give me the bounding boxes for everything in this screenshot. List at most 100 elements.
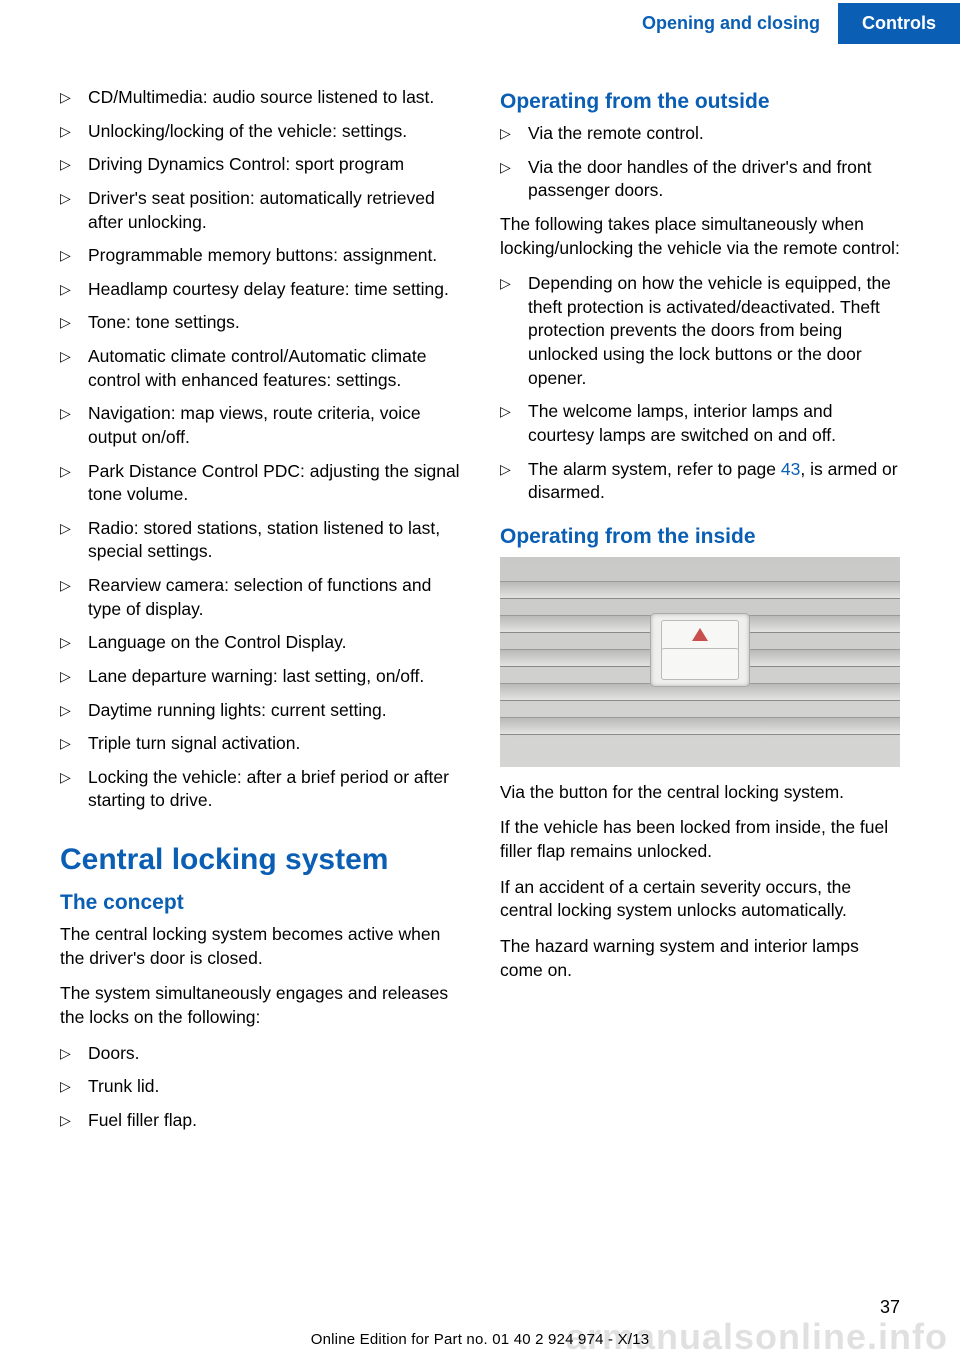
list-text: Language on the Control Display. bbox=[88, 631, 460, 655]
bullet-icon bbox=[500, 272, 528, 294]
list-item: Rearview camera: selection of functions … bbox=[60, 574, 460, 621]
list-item: Headlamp courtesy delay feature: time se… bbox=[60, 278, 460, 302]
list-text: Park Distance Control PDC: adjusting the… bbox=[88, 460, 460, 507]
list-item: Unlocking/locking of the vehicle: settin… bbox=[60, 120, 460, 144]
list-item: The welcome lamps, interior lamps and co… bbox=[500, 400, 900, 447]
list-text: Triple turn signal activation. bbox=[88, 732, 460, 756]
list-text: The alarm system, refer to page 43, is a… bbox=[528, 458, 900, 505]
list-item: Doors. bbox=[60, 1042, 460, 1066]
header-section: Controls bbox=[838, 3, 960, 44]
list-item: Programmable memory buttons: assignment. bbox=[60, 244, 460, 268]
sub-heading: Operating from the inside bbox=[500, 525, 900, 549]
list-text: Via the remote control. bbox=[528, 122, 900, 146]
list-item: Via the remote control. bbox=[500, 122, 900, 146]
bullet-icon bbox=[60, 345, 88, 367]
list-text: Locking the vehicle: after a brief perio… bbox=[88, 766, 460, 813]
bullet-icon bbox=[60, 187, 88, 209]
list-item: Tone: tone settings. bbox=[60, 311, 460, 335]
bullet-icon bbox=[60, 86, 88, 108]
text-span: The alarm system, refer to page bbox=[528, 459, 781, 479]
body-text: If an accident of a certain severity occ… bbox=[500, 876, 900, 923]
list-item: Radio: stored stations, station listened… bbox=[60, 517, 460, 564]
outside-list: Via the remote control. Via the door han… bbox=[500, 122, 900, 203]
list-text: Automatic climate control/Automatic clim… bbox=[88, 345, 460, 392]
bullet-icon bbox=[60, 278, 88, 300]
footer-text: Online Edition for Part no. 01 40 2 924 … bbox=[0, 1331, 960, 1348]
body-text: Via the button for the central locking s… bbox=[500, 781, 900, 805]
bullet-icon bbox=[60, 699, 88, 721]
page-header: Opening and closing Controls bbox=[0, 0, 960, 46]
list-text: Headlamp courtesy delay feature: time se… bbox=[88, 278, 460, 302]
right-column: Operating from the outside Via the remot… bbox=[500, 86, 900, 1142]
list-item: The alarm system, refer to page 43, is a… bbox=[500, 458, 900, 505]
list-text: CD/Multimedia: audio source listened to … bbox=[88, 86, 460, 110]
central-lock-button-figure bbox=[500, 557, 900, 767]
left-column: CD/Multimedia: audio source listened to … bbox=[60, 86, 460, 1142]
list-item: Lane departure warning: last setting, on… bbox=[60, 665, 460, 689]
bullet-icon bbox=[60, 732, 88, 754]
body-text: The central locking system becomes activ… bbox=[60, 923, 460, 970]
list-item: Locking the vehicle: after a brief perio… bbox=[60, 766, 460, 813]
section-heading: Central locking system bbox=[60, 843, 460, 877]
hazard-icon bbox=[692, 628, 708, 641]
list-item: CD/Multimedia: audio source listened to … bbox=[60, 86, 460, 110]
body-text: The hazard warning system and interior l… bbox=[500, 935, 900, 982]
sub-heading: The concept bbox=[60, 891, 460, 915]
list-text: Radio: stored stations, station listened… bbox=[88, 517, 460, 564]
bullet-icon bbox=[60, 574, 88, 596]
slat-decor bbox=[500, 717, 900, 735]
list-item: Fuel filler flap. bbox=[60, 1109, 460, 1133]
list-item: Automatic climate control/Automatic clim… bbox=[60, 345, 460, 392]
bullet-icon bbox=[60, 1075, 88, 1097]
bullet-icon bbox=[60, 311, 88, 333]
list-text: Fuel filler flap. bbox=[88, 1109, 460, 1133]
page-number: 37 bbox=[880, 1297, 900, 1318]
list-text: Via the door handles of the driver's and… bbox=[528, 156, 900, 203]
list-item: Driver's seat position: automatically re… bbox=[60, 187, 460, 234]
list-text: Depending on how the vehicle is equipped… bbox=[528, 272, 900, 390]
bullet-icon bbox=[500, 156, 528, 178]
body-text: The system simultaneously engages and re… bbox=[60, 982, 460, 1029]
list-text: Driving Dynamics Control: sport program bbox=[88, 153, 460, 177]
list-text: Driver's seat position: automatically re… bbox=[88, 187, 460, 234]
list-item: Triple turn signal activation. bbox=[60, 732, 460, 756]
remote-list: Depending on how the vehicle is equipped… bbox=[500, 272, 900, 505]
list-text: Programmable memory buttons: assignment. bbox=[88, 244, 460, 268]
bullet-icon bbox=[60, 1109, 88, 1131]
bullet-icon bbox=[500, 122, 528, 144]
bullet-icon bbox=[60, 120, 88, 142]
bullet-icon bbox=[500, 458, 528, 480]
sub-heading: Operating from the outside bbox=[500, 90, 900, 114]
list-item: Depending on how the vehicle is equipped… bbox=[500, 272, 900, 390]
list-text: Unlocking/locking of the vehicle: settin… bbox=[88, 120, 460, 144]
list-text: Lane departure warning: last setting, on… bbox=[88, 665, 460, 689]
list-item: Language on the Control Display. bbox=[60, 631, 460, 655]
bullet-icon bbox=[60, 402, 88, 424]
bullet-icon bbox=[60, 665, 88, 687]
bullet-icon bbox=[60, 766, 88, 788]
list-text: Tone: tone settings. bbox=[88, 311, 460, 335]
lock-button-icon bbox=[650, 613, 750, 687]
list-text: Daytime running lights: current setting. bbox=[88, 699, 460, 723]
body-text: The following takes place simultaneously… bbox=[500, 213, 900, 260]
list-text: The welcome lamps, interior lamps and co… bbox=[528, 400, 900, 447]
list-item: Navigation: map views, route criteria, v… bbox=[60, 402, 460, 449]
profile-list: CD/Multimedia: audio source listened to … bbox=[60, 86, 460, 813]
page-content: CD/Multimedia: audio source listened to … bbox=[0, 46, 960, 1162]
list-text: Trunk lid. bbox=[88, 1075, 460, 1099]
page-ref-link[interactable]: 43 bbox=[781, 459, 800, 479]
list-text: Rearview camera: selection of functions … bbox=[88, 574, 460, 621]
list-item: Daytime running lights: current setting. bbox=[60, 699, 460, 723]
list-item: Driving Dynamics Control: sport program bbox=[60, 153, 460, 177]
bullet-icon bbox=[60, 153, 88, 175]
list-item: Via the door handles of the driver's and… bbox=[500, 156, 900, 203]
list-item: Park Distance Control PDC: adjusting the… bbox=[60, 460, 460, 507]
bullet-icon bbox=[60, 631, 88, 653]
bullet-icon bbox=[60, 460, 88, 482]
bullet-icon bbox=[60, 517, 88, 539]
body-text: If the vehicle has been locked from insi… bbox=[500, 816, 900, 863]
list-text: Doors. bbox=[88, 1042, 460, 1066]
list-item: Trunk lid. bbox=[60, 1075, 460, 1099]
bullet-icon bbox=[500, 400, 528, 422]
bullet-icon bbox=[60, 244, 88, 266]
